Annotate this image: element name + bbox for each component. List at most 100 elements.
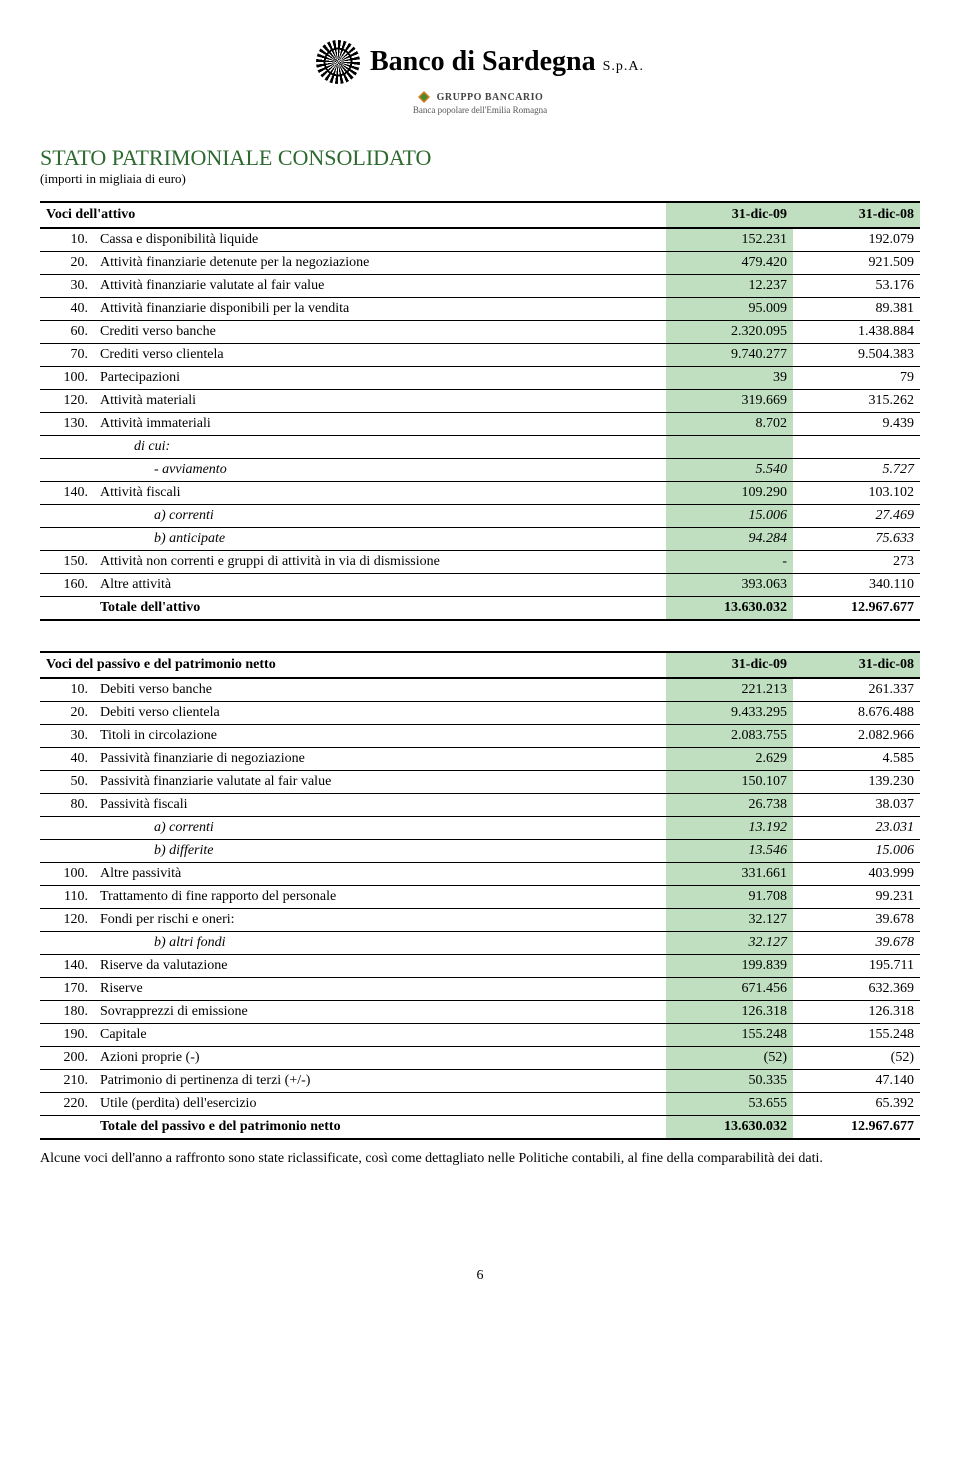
row-desc: Attività fiscali (94, 482, 666, 505)
row-val-1: 126.318 (666, 1001, 793, 1024)
row-val-1: 671.456 (666, 978, 793, 1001)
row-code: 50. (40, 771, 94, 794)
row-val-2: 39.678 (793, 909, 920, 932)
row-desc: Crediti verso clientela (94, 344, 666, 367)
table-row: 170.Riserve671.456632.369 (40, 978, 920, 1001)
row-desc: Partecipazioni (94, 367, 666, 390)
row-val-2: 126.318 (793, 1001, 920, 1024)
row-code: 40. (40, 748, 94, 771)
table-row: 100.Partecipazioni3979 (40, 367, 920, 390)
row-code: 130. (40, 413, 94, 436)
row-val-1: 319.669 (666, 390, 793, 413)
row-desc: Cassa e disponibilità liquide (94, 228, 666, 252)
row-val-2 (793, 436, 920, 459)
bank-name-text: Banco di Sardegna (370, 46, 596, 77)
table-row: 160.Altre attività393.063340.110 (40, 574, 920, 597)
table-row: 150.Attività non correnti e gruppi di at… (40, 551, 920, 574)
row-val-1: 2.629 (666, 748, 793, 771)
total-row: Totale del passivo e del patrimonio nett… (40, 1116, 920, 1140)
table-row: a) correnti15.00627.469 (40, 505, 920, 528)
row-code (40, 817, 94, 840)
header-logo-area: Banco di Sardegna S.p.A. GRUPPO BANCARIO… (40, 40, 920, 115)
row-desc: a) correnti (94, 817, 666, 840)
row-val-2: 47.140 (793, 1070, 920, 1093)
row-code (40, 505, 94, 528)
section-subtitle: (importi in migliaia di euro) (40, 171, 920, 187)
row-code: 70. (40, 344, 94, 367)
table-row: 110.Trattamento di fine rapporto del per… (40, 886, 920, 909)
row-val-1: 15.006 (666, 505, 793, 528)
row-code (40, 840, 94, 863)
row-desc: Attività finanziarie disponibili per la … (94, 298, 666, 321)
row-code: 180. (40, 1001, 94, 1024)
total-desc: Totale dell'attivo (94, 597, 666, 621)
row-val-2: 1.438.884 (793, 321, 920, 344)
bank-name: Banco di Sardegna S.p.A. (370, 46, 644, 78)
table-row: 140.Riserve da valutazione199.839195.711 (40, 955, 920, 978)
row-code (40, 436, 94, 459)
row-code (40, 459, 94, 482)
table-row: 10.Debiti verso banche221.213261.337 (40, 678, 920, 702)
row-code: 160. (40, 574, 94, 597)
row-val-1: 39 (666, 367, 793, 390)
row-val-2: 155.248 (793, 1024, 920, 1047)
gruppo-sub: Banca popolare dell'Emilia Romagna (40, 105, 920, 115)
row-val-1: 13.192 (666, 817, 793, 840)
row-desc: Attività materiali (94, 390, 666, 413)
attivo-table: Voci dell'attivo 31-dic-09 31-dic-08 10.… (40, 201, 920, 621)
row-code: 30. (40, 275, 94, 298)
row-val-2: 103.102 (793, 482, 920, 505)
table-row: b) anticipate94.28475.633 (40, 528, 920, 551)
row-val-2: (52) (793, 1047, 920, 1070)
row-code: 110. (40, 886, 94, 909)
row-val-2: 65.392 (793, 1093, 920, 1116)
page-number: 6 (40, 1268, 920, 1284)
passivo-header-label: Voci del passivo e del patrimonio netto (40, 652, 666, 678)
row-desc: Attività non correnti e gruppi di attivi… (94, 551, 666, 574)
row-val-1: 155.248 (666, 1024, 793, 1047)
row-val-1: 94.284 (666, 528, 793, 551)
row-desc: Debiti verso clientela (94, 702, 666, 725)
row-desc: Passività finanziarie di negoziazione (94, 748, 666, 771)
row-desc: Passività finanziarie valutate al fair v… (94, 771, 666, 794)
row-val-1: 2.083.755 (666, 725, 793, 748)
row-code: 40. (40, 298, 94, 321)
row-desc: Riserve da valutazione (94, 955, 666, 978)
table-row: 30.Titoli in circolazione2.083.7552.082.… (40, 725, 920, 748)
table-row: 60.Crediti verso banche2.320.0951.438.88… (40, 321, 920, 344)
row-code: 220. (40, 1093, 94, 1116)
row-val-2: 89.381 (793, 298, 920, 321)
row-val-2: 403.999 (793, 863, 920, 886)
passivo-col2: 31-dic-08 (793, 652, 920, 678)
table-row: a) correnti13.19223.031 (40, 817, 920, 840)
table-row: b) altri fondi32.12739.678 (40, 932, 920, 955)
table-row: 40.Attività finanziarie disponibili per … (40, 298, 920, 321)
row-val-2: 9.439 (793, 413, 920, 436)
gruppo-label: GRUPPO BANCARIO (437, 92, 544, 103)
table-row: - avviamento5.5405.727 (40, 459, 920, 482)
section-title: STATO PATRIMONIALE CONSOLIDATO (40, 145, 920, 171)
row-val-1: 26.738 (666, 794, 793, 817)
row-code: 30. (40, 725, 94, 748)
row-val-1: 9.740.277 (666, 344, 793, 367)
row-desc: Utile (perdita) dell'esercizio (94, 1093, 666, 1116)
row-desc: Titoli in circolazione (94, 725, 666, 748)
row-val-1: 50.335 (666, 1070, 793, 1093)
row-val-2: 15.006 (793, 840, 920, 863)
row-val-2: 632.369 (793, 978, 920, 1001)
total-v2: 12.967.677 (793, 1116, 920, 1140)
main-logo: Banco di Sardegna S.p.A. (40, 40, 920, 84)
table-row: 20.Attività finanziarie detenute per la … (40, 252, 920, 275)
row-val-1: 199.839 (666, 955, 793, 978)
row-desc: Altre passività (94, 863, 666, 886)
row-desc: Attività finanziarie detenute per la neg… (94, 252, 666, 275)
row-val-1: 2.320.095 (666, 321, 793, 344)
row-desc: Capitale (94, 1024, 666, 1047)
row-desc: Fondi per rischi e oneri: (94, 909, 666, 932)
attivo-col1: 31-dic-09 (666, 202, 793, 228)
total-row: Totale dell'attivo13.630.03212.967.677 (40, 597, 920, 621)
total-empty (40, 1116, 94, 1140)
row-desc: b) altri fondi (94, 932, 666, 955)
row-val-2: 5.727 (793, 459, 920, 482)
row-desc: Crediti verso banche (94, 321, 666, 344)
